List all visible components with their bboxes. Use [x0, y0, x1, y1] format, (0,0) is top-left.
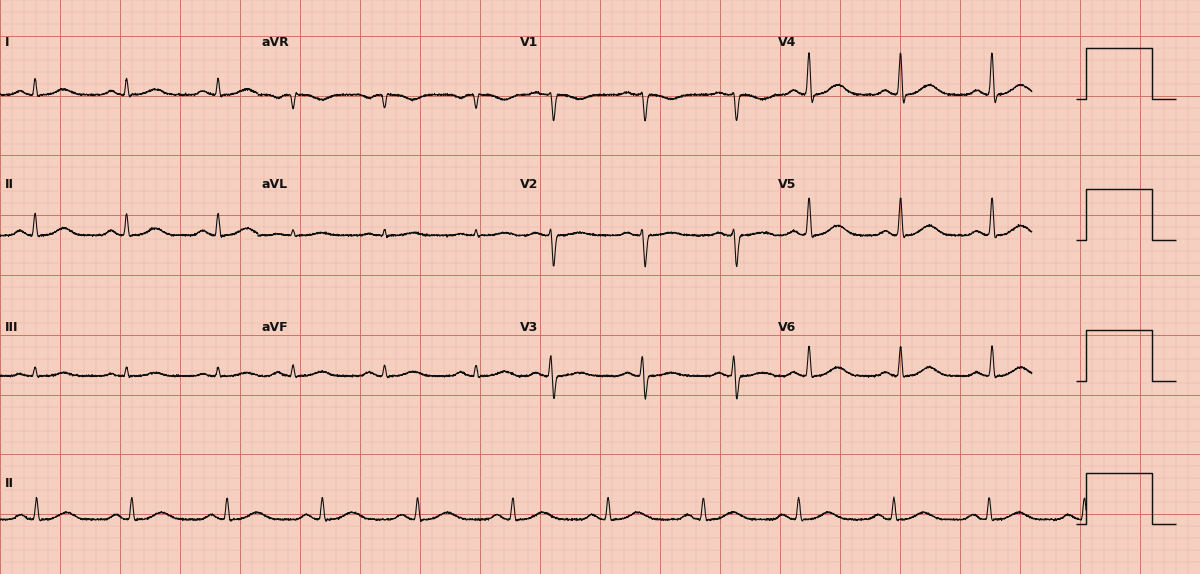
Text: V1: V1 — [520, 36, 538, 49]
Text: II: II — [5, 179, 14, 191]
Text: aVR: aVR — [262, 36, 289, 49]
Text: V5: V5 — [778, 179, 796, 191]
Text: aVF: aVF — [262, 321, 288, 333]
Text: II: II — [5, 477, 14, 490]
Text: V6: V6 — [778, 321, 796, 333]
Text: V4: V4 — [778, 36, 796, 49]
Text: aVL: aVL — [262, 179, 288, 191]
Text: V3: V3 — [520, 321, 538, 333]
Text: V2: V2 — [520, 179, 538, 191]
Text: I: I — [5, 36, 10, 49]
Text: III: III — [5, 321, 18, 333]
